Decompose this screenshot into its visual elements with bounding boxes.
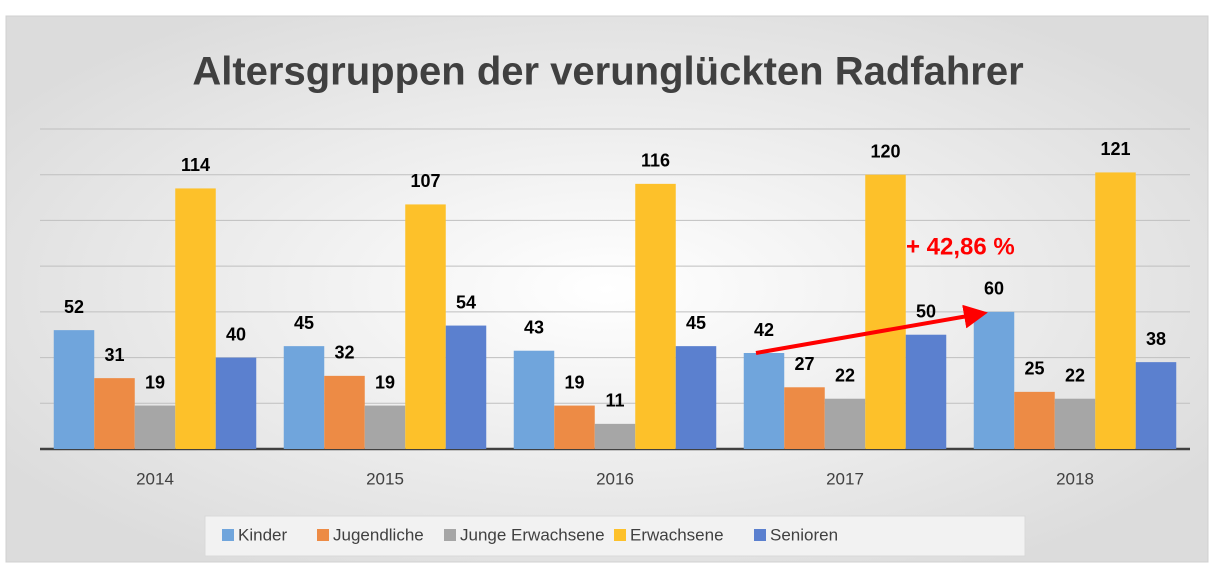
- data-label: 114: [181, 155, 210, 175]
- data-label: 19: [564, 372, 584, 392]
- legend-swatch: [222, 529, 234, 541]
- legend-swatch: [317, 529, 329, 541]
- legend-label: Erwachsene: [630, 525, 724, 544]
- data-label: 38: [1146, 329, 1166, 349]
- data-label: 45: [294, 313, 314, 333]
- data-label: 43: [524, 317, 544, 337]
- x-tick-label: 2016: [596, 469, 634, 488]
- data-label: 25: [1024, 359, 1044, 379]
- bar: [865, 174, 906, 449]
- bar: [824, 398, 866, 449]
- annotation: + 42,86 %: [906, 233, 1015, 260]
- data-label: 121: [1100, 139, 1130, 159]
- data-label: 45: [686, 313, 706, 333]
- x-tick-label: 2014: [136, 469, 174, 488]
- bar: [594, 423, 636, 449]
- bar: [554, 405, 595, 449]
- bar: [905, 334, 947, 449]
- bar: [364, 405, 406, 449]
- bar: [283, 346, 325, 449]
- bar: [94, 378, 135, 449]
- data-label: 22: [1065, 365, 1085, 385]
- data-label: 42: [754, 320, 774, 340]
- bar: [175, 188, 216, 449]
- legend-swatch: [754, 529, 766, 541]
- legend-label: Junge Erwachsene: [460, 525, 605, 544]
- bar: [445, 325, 487, 449]
- bar: [324, 375, 365, 449]
- bar: [675, 346, 717, 449]
- bar: [53, 330, 95, 449]
- legend-swatch: [444, 529, 456, 541]
- legend-label: Jugendliche: [333, 525, 424, 544]
- data-label: 52: [64, 297, 84, 317]
- data-label: 54: [456, 292, 476, 312]
- data-label: 50: [916, 301, 936, 321]
- legend-label: Kinder: [238, 525, 287, 544]
- bar: [973, 311, 1015, 449]
- data-label: 60: [984, 279, 1004, 299]
- data-label: 11: [605, 391, 624, 411]
- annotation-arrow: [755, 304, 988, 355]
- bar: [1054, 398, 1096, 449]
- data-label: 32: [334, 343, 354, 363]
- bar: [1095, 172, 1136, 449]
- bar: [1135, 362, 1177, 449]
- legend-swatch: [614, 529, 626, 541]
- data-label: 31: [104, 345, 124, 365]
- bar: [405, 204, 446, 449]
- data-label: 107: [410, 171, 440, 191]
- data-label: 40: [226, 324, 246, 344]
- bar: [513, 350, 555, 449]
- data-label: 120: [870, 141, 900, 161]
- x-tick-label: 2015: [366, 469, 404, 488]
- data-label: 116: [641, 151, 670, 171]
- x-tick-label: 2017: [826, 469, 864, 488]
- bar: [635, 183, 676, 449]
- legend-label: Senioren: [770, 525, 838, 544]
- x-tick-label: 2018: [1056, 469, 1094, 488]
- bar: [784, 387, 825, 449]
- bar: [134, 405, 176, 449]
- chart-title: Altersgruppen der verunglückten Radfahre…: [192, 50, 1023, 94]
- data-label: 22: [835, 365, 855, 385]
- bar: [743, 353, 785, 449]
- data-label: 19: [145, 372, 165, 392]
- data-label: 19: [375, 372, 395, 392]
- data-label: 27: [794, 354, 814, 374]
- bar: [1014, 391, 1055, 449]
- bar: [215, 357, 257, 449]
